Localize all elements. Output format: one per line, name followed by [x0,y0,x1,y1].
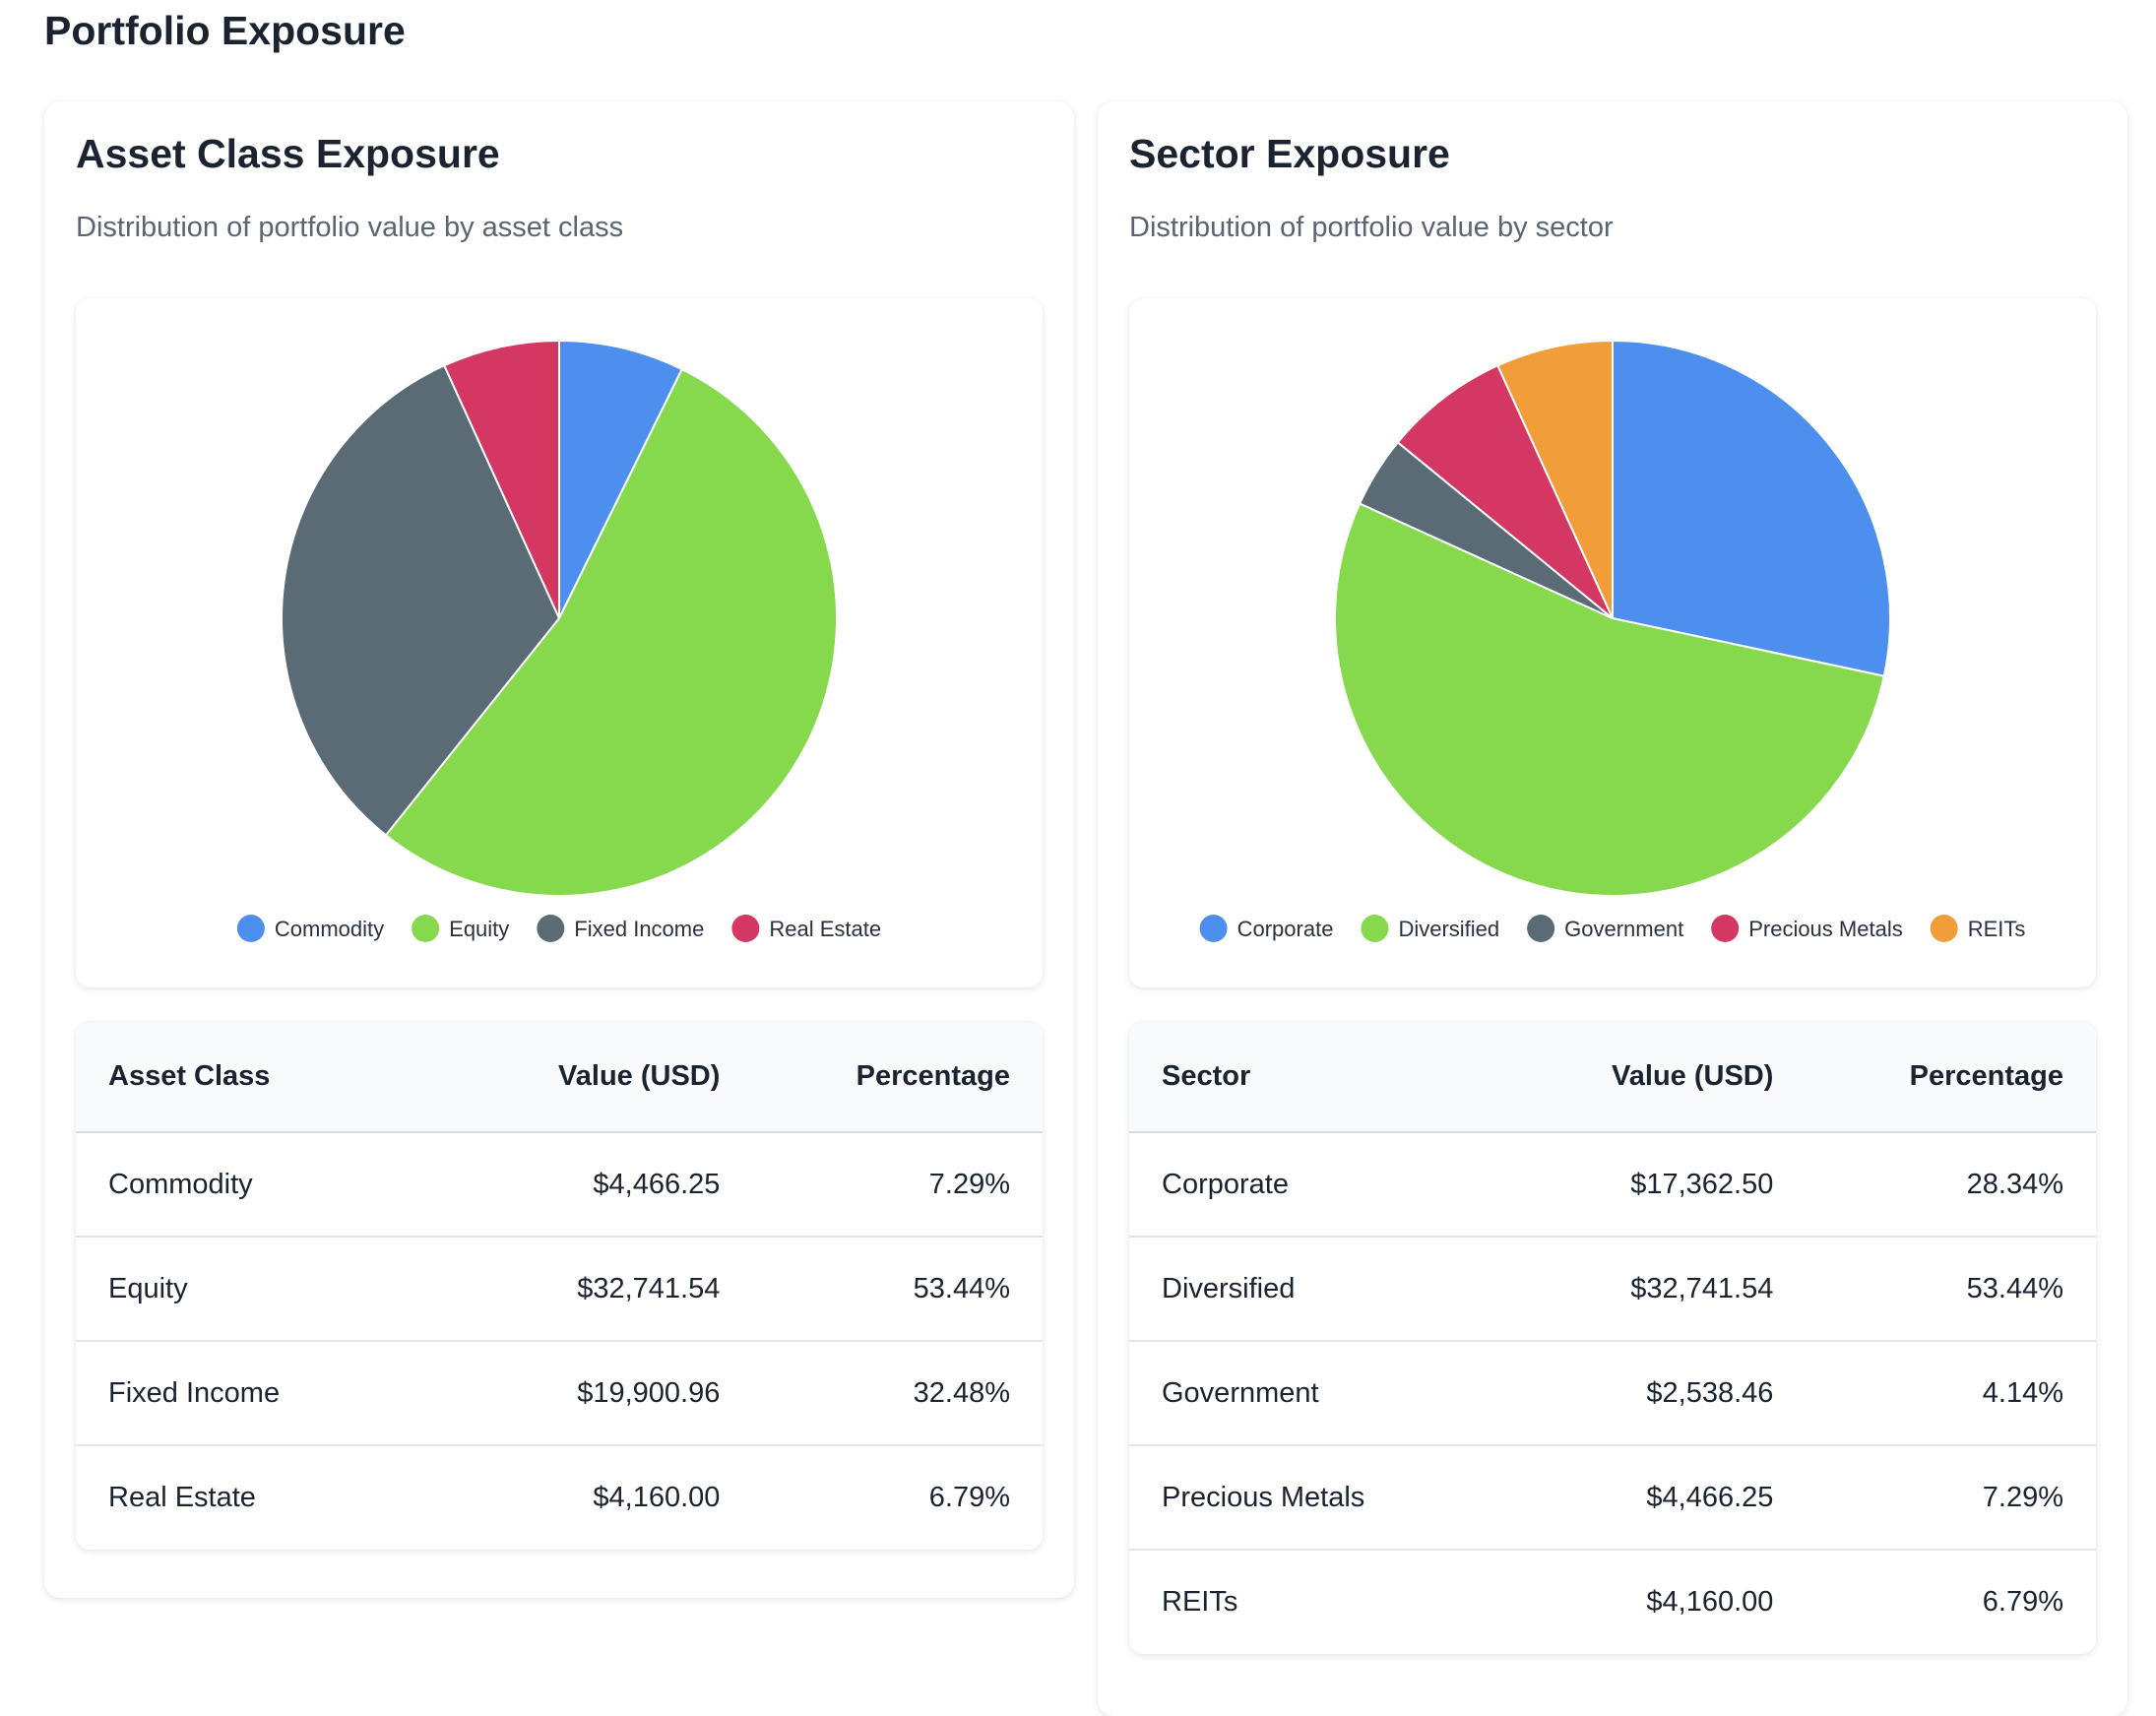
cell-percentage: 6.79% [928,1482,1010,1513]
pie-slice-diversified[interactable] [1334,502,1886,897]
column-header-percentage: Percentage [1806,1022,2096,1133]
sector-card-title: Sector Exposure [1129,131,1450,176]
legend-label: Precious Metals [1748,917,1903,941]
legend-item-commodity[interactable]: Commodity [236,915,384,942]
cell-value: $4,466.25 [1563,1445,1807,1551]
column-header-sector: Sector [1129,1022,1564,1133]
cell-asset-class: Fixed Income [76,1341,511,1446]
asset-class-pie-chart: Commodity Equity Fixed Income Real Estate [236,339,881,942]
cell-sector: Corporate [1129,1132,1564,1238]
legend-swatch [1711,915,1740,942]
table-row: Fixed Income $19,900.96 32.48% [76,1341,1043,1446]
legend-label: Equity [449,917,509,941]
cell-percentage: 6.79% [1982,1586,2063,1618]
cell-value: $19,900.96 [510,1341,753,1446]
asset-class-card-title: Asset Class Exposure [76,131,500,176]
cell-value: $4,160.00 [593,1482,721,1513]
legend-item-reits[interactable]: REITs [1930,915,2026,942]
cell-percentage: 53.44% [1806,1237,2096,1342]
cell-percentage: 28.34% [1806,1132,2096,1238]
legend-swatch [412,915,440,942]
table-row: Real Estate $4,160.00 6.79% [76,1445,1043,1550]
cell-percentage: 53.44% [752,1237,1043,1342]
legend-swatch [1527,915,1555,942]
legend-label: Diversified [1398,917,1499,941]
table-row: Precious Metals $4,466.25 7.29% [1129,1445,2096,1551]
page-title: Portfolio Exposure [44,8,406,53]
cell-percentage: 7.29% [1806,1445,2096,1551]
legend-label: REITs [1968,917,2026,941]
asset-class-card: Asset Class Exposure Distribution of por… [44,101,1074,1598]
column-header-value: Value (USD) [1563,1022,1807,1133]
pie-slice-reits[interactable] [1495,339,1614,619]
pie-slice-commodity[interactable] [558,339,684,619]
cell-percentage: 4.14% [1806,1341,2096,1446]
cell-value: $4,466.25 [510,1132,753,1238]
table-row: REITs $4,160.00 6.79% [1129,1550,2096,1654]
cell-value: $32,741.54 [510,1237,753,1342]
legend-label: Commodity [275,917,384,941]
column-header-asset-class: Asset Class [76,1022,511,1133]
sector-card: Sector Exposure Distribution of portfoli… [1098,101,2127,1716]
cell-sector: REITs [1162,1586,1238,1618]
legend-item-corporate[interactable]: Corporate [1199,915,1334,942]
cell-value: $4,160.00 [1646,1586,1774,1618]
legend-item-diversified[interactable]: Diversified [1361,915,1499,942]
legend-item-government[interactable]: Government [1527,915,1683,942]
legend-item-precious-metals[interactable]: Precious Metals [1711,915,1903,942]
cell-asset-class: Real Estate [108,1482,256,1513]
cell-sector: Precious Metals [1129,1445,1564,1551]
legend-item-fixed-income[interactable]: Fixed Income [537,915,704,942]
table-row: Equity $32,741.54 53.44% [76,1237,1043,1342]
table-row: Corporate $17,362.50 28.34% [1129,1132,2096,1238]
sector-table-container: Sector Value (USD) Percentage Corporate … [1129,1022,2096,1654]
sector-chart-container: Corporate Diversified Government Precious M… [1129,298,2096,987]
cell-percentage: 32.48% [752,1341,1043,1446]
column-header-percentage: Percentage [752,1022,1043,1133]
legend-swatch [236,915,265,942]
legend-swatch [1930,915,1958,942]
pie-slice-corporate[interactable] [1612,339,1891,677]
cell-value: $32,741.54 [1563,1237,1807,1342]
table-header-row: Asset Class Value (USD) Percentage [76,1022,1043,1133]
legend-swatch [1199,915,1228,942]
legend-item-real-estate[interactable]: Real Estate [731,915,881,942]
pie-slice-real-estate[interactable] [442,339,560,619]
cell-sector: Government [1129,1341,1564,1446]
legend-swatch [537,915,565,942]
sector-card-subtitle: Distribution of portfolio value by secto… [1129,212,1614,243]
legend-label: Corporate [1237,917,1334,941]
table-row: Government $2,538.46 4.14% [1129,1341,2096,1446]
legend-label: Government [1564,917,1683,941]
legend-label: Real Estate [769,917,881,941]
asset-class-table-container: Asset Class Value (USD) Percentage Commo… [76,1022,1043,1550]
legend-label: Fixed Income [574,917,704,941]
cell-asset-class: Commodity [76,1132,511,1238]
asset-class-chart-container: Commodity Equity Fixed Income Real Estate [76,298,1043,987]
sector-pie-chart: Corporate Diversified Government Precious M… [1199,339,2026,942]
pie-slice-fixed-income[interactable] [281,363,561,837]
cell-sector: Diversified [1129,1237,1564,1342]
asset-class-table: Asset Class Value (USD) Percentage Commo… [76,1022,1043,1550]
cell-percentage: 7.29% [752,1132,1043,1238]
pie-slice-precious-metals[interactable] [1396,363,1614,619]
legend-swatch [731,915,760,942]
column-header-value: Value (USD) [510,1022,753,1133]
legend-item-equity[interactable]: Equity [412,915,509,942]
sector-table: Sector Value (USD) Percentage Corporate … [1129,1022,2096,1654]
cell-value: $17,362.50 [1563,1132,1807,1238]
cell-value: $2,538.46 [1563,1341,1807,1446]
table-header-row: Sector Value (USD) Percentage [1129,1022,2096,1133]
table-row: Diversified $32,741.54 53.44% [1129,1237,2096,1342]
legend-swatch [1361,915,1389,942]
cell-asset-class: Equity [76,1237,511,1342]
table-row: Commodity $4,466.25 7.29% [76,1132,1043,1238]
pie-slice-equity[interactable] [384,367,838,897]
asset-class-card-subtitle: Distribution of portfolio value by asset… [76,212,624,243]
